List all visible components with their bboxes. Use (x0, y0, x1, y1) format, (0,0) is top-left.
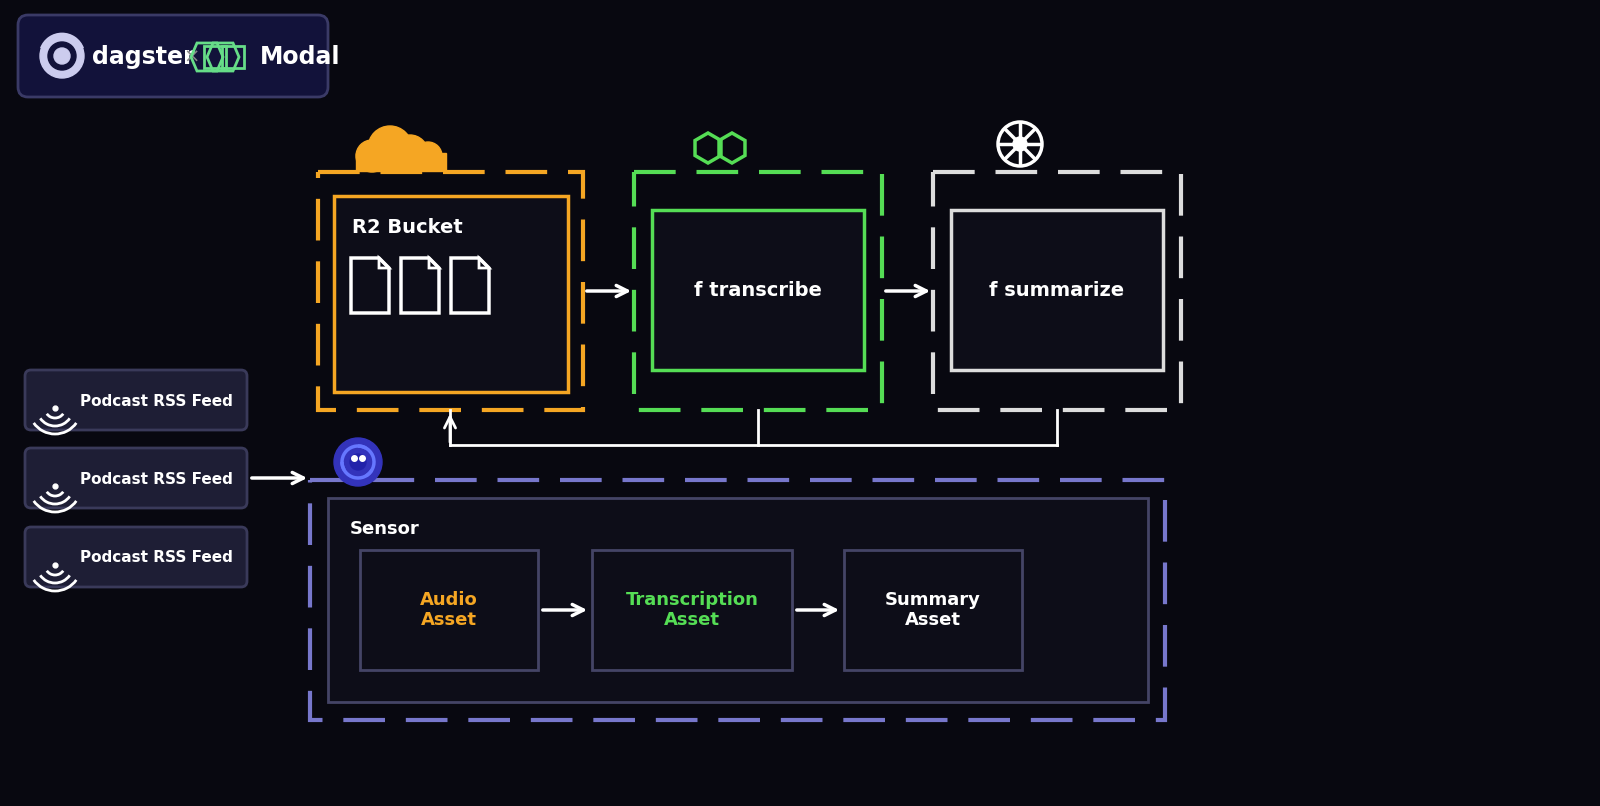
Text: Summary
Asset: Summary Asset (885, 591, 981, 629)
Text: Podcast RSS Feed: Podcast RSS Feed (80, 472, 234, 487)
Text: Sensor: Sensor (350, 520, 419, 538)
Bar (360, 550, 538, 670)
Bar (328, 498, 1149, 702)
Text: Podcast RSS Feed: Podcast RSS Feed (80, 393, 234, 409)
FancyBboxPatch shape (26, 370, 246, 430)
Circle shape (1013, 137, 1027, 151)
FancyBboxPatch shape (18, 15, 328, 97)
Circle shape (355, 140, 387, 172)
FancyBboxPatch shape (26, 448, 246, 508)
Circle shape (368, 126, 413, 170)
Circle shape (350, 454, 366, 470)
Circle shape (54, 48, 70, 64)
FancyBboxPatch shape (26, 527, 246, 587)
Text: Transcription
Asset: Transcription Asset (626, 591, 758, 629)
Bar (334, 196, 568, 392)
Bar (634, 172, 882, 410)
Bar (845, 550, 1022, 670)
Text: f transcribe: f transcribe (694, 280, 822, 300)
Bar (318, 172, 582, 410)
Bar (653, 210, 864, 370)
Circle shape (48, 42, 77, 70)
Text: Audio
Asset: Audio Asset (421, 591, 478, 629)
Bar (933, 172, 1181, 410)
Bar (310, 480, 1165, 720)
Text: dagster: dagster (93, 45, 195, 69)
Bar (592, 550, 792, 670)
Bar (355, 153, 446, 171)
Text: ×: × (184, 48, 200, 67)
Text: Podcast RSS Feed: Podcast RSS Feed (80, 550, 234, 566)
Text: R2 Bucket: R2 Bucket (352, 218, 462, 237)
Text: Modal: Modal (259, 45, 341, 69)
Circle shape (392, 135, 429, 171)
Text: f summarize: f summarize (989, 280, 1125, 300)
Circle shape (40, 34, 83, 78)
Bar (950, 210, 1163, 370)
Circle shape (414, 142, 442, 170)
Circle shape (334, 438, 382, 486)
